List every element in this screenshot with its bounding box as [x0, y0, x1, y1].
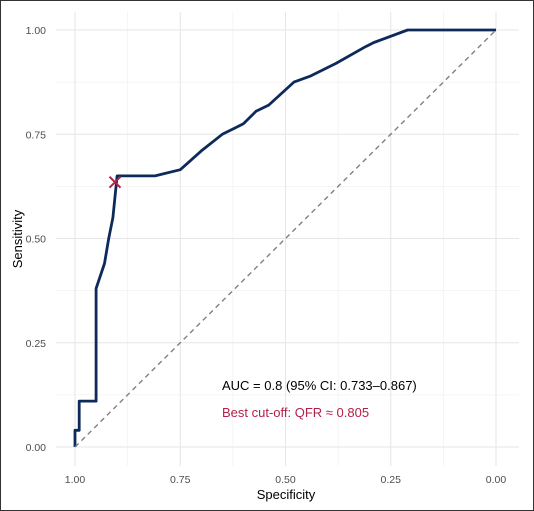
y-tick-label: 0.00	[26, 442, 47, 454]
grid	[56, 12, 519, 466]
y-tick-label: 0.50	[26, 234, 47, 246]
x-tick-label: 0.50	[275, 474, 296, 486]
x-tick-label: 1.00	[65, 474, 86, 486]
x-tick-label: 0.25	[381, 474, 402, 486]
best-cutoff-marker	[108, 175, 122, 189]
marker-stroke	[108, 175, 122, 189]
y-tick-label: 1.00	[26, 25, 47, 37]
x-tick-label: 0.75	[170, 474, 191, 486]
y-tick-labels: 0.00 0.25 0.50 0.75 1.00	[26, 25, 47, 454]
x-axis-title: Specificity	[257, 487, 316, 502]
cutoff-annotation: Best cut-off: QFR ≈ 0.805	[222, 405, 369, 420]
y-axis-title: Sensitivity	[10, 209, 25, 268]
roc-curve-line	[73, 28, 496, 447]
y-tick-label: 0.25	[26, 338, 47, 350]
x-tick-label: 0.00	[486, 474, 507, 486]
y-tick-label: 0.75	[26, 129, 47, 141]
x-tick-labels: 1.00 0.75 0.50 0.25 0.00	[65, 474, 507, 486]
series-layer	[73, 28, 497, 448]
auc-annotation: AUC = 0.8 (95% CI: 0.733–0.867)	[222, 378, 417, 393]
